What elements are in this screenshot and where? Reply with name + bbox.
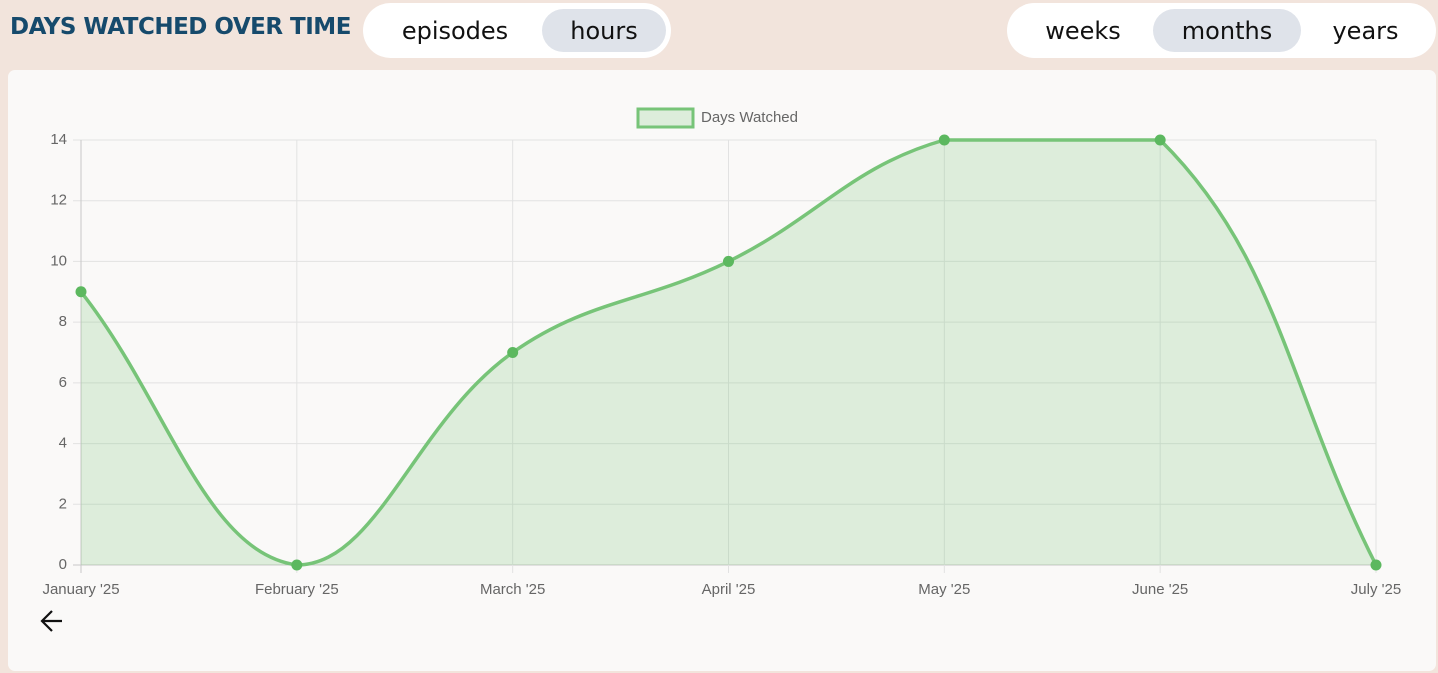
y-tick-label: 2 xyxy=(59,495,67,512)
area xyxy=(81,140,1376,565)
period-toggle: weeks months years xyxy=(1007,3,1436,58)
period-option[interactable]: months xyxy=(1153,9,1301,52)
period-option[interactable]: weeks xyxy=(1045,16,1121,45)
metric-option[interactable]: episodes xyxy=(401,16,509,45)
legend-swatch xyxy=(636,107,695,129)
point xyxy=(1154,134,1166,146)
point xyxy=(938,134,950,146)
x-tick-label: July '25 xyxy=(1351,581,1401,598)
y-tick-label: 10 xyxy=(50,252,67,269)
point xyxy=(1370,559,1382,571)
chart-card xyxy=(8,70,1436,671)
x-tick-label: June '25 xyxy=(1132,581,1188,598)
y-tick-label: 8 xyxy=(59,313,67,330)
y-tick-label: 4 xyxy=(59,435,67,452)
point xyxy=(75,286,87,298)
section-title: DAYS WATCHED OVER TIME xyxy=(10,14,351,40)
point xyxy=(723,255,734,267)
y-tick-label: 6 xyxy=(59,374,67,391)
point xyxy=(507,347,519,358)
y-tick-label: 14 xyxy=(50,131,67,148)
x-tick-label: March '25 xyxy=(480,581,545,598)
x-tick-label: April '25 xyxy=(702,581,756,598)
y-tick-label: 12 xyxy=(50,192,67,209)
x-tick-label: January '25 xyxy=(42,581,119,598)
legend-label: Days Watched xyxy=(701,109,798,126)
x-tick-label: February '25 xyxy=(255,581,339,598)
period-option[interactable]: years xyxy=(1332,16,1399,45)
y-tick-label: 0 xyxy=(59,556,67,573)
metric-option[interactable]: hours xyxy=(542,9,666,52)
back-arrow[interactable] xyxy=(40,610,62,632)
metric-toggle: episodes hours xyxy=(363,3,671,58)
point xyxy=(291,559,303,571)
x-tick-label: May '25 xyxy=(918,581,970,598)
